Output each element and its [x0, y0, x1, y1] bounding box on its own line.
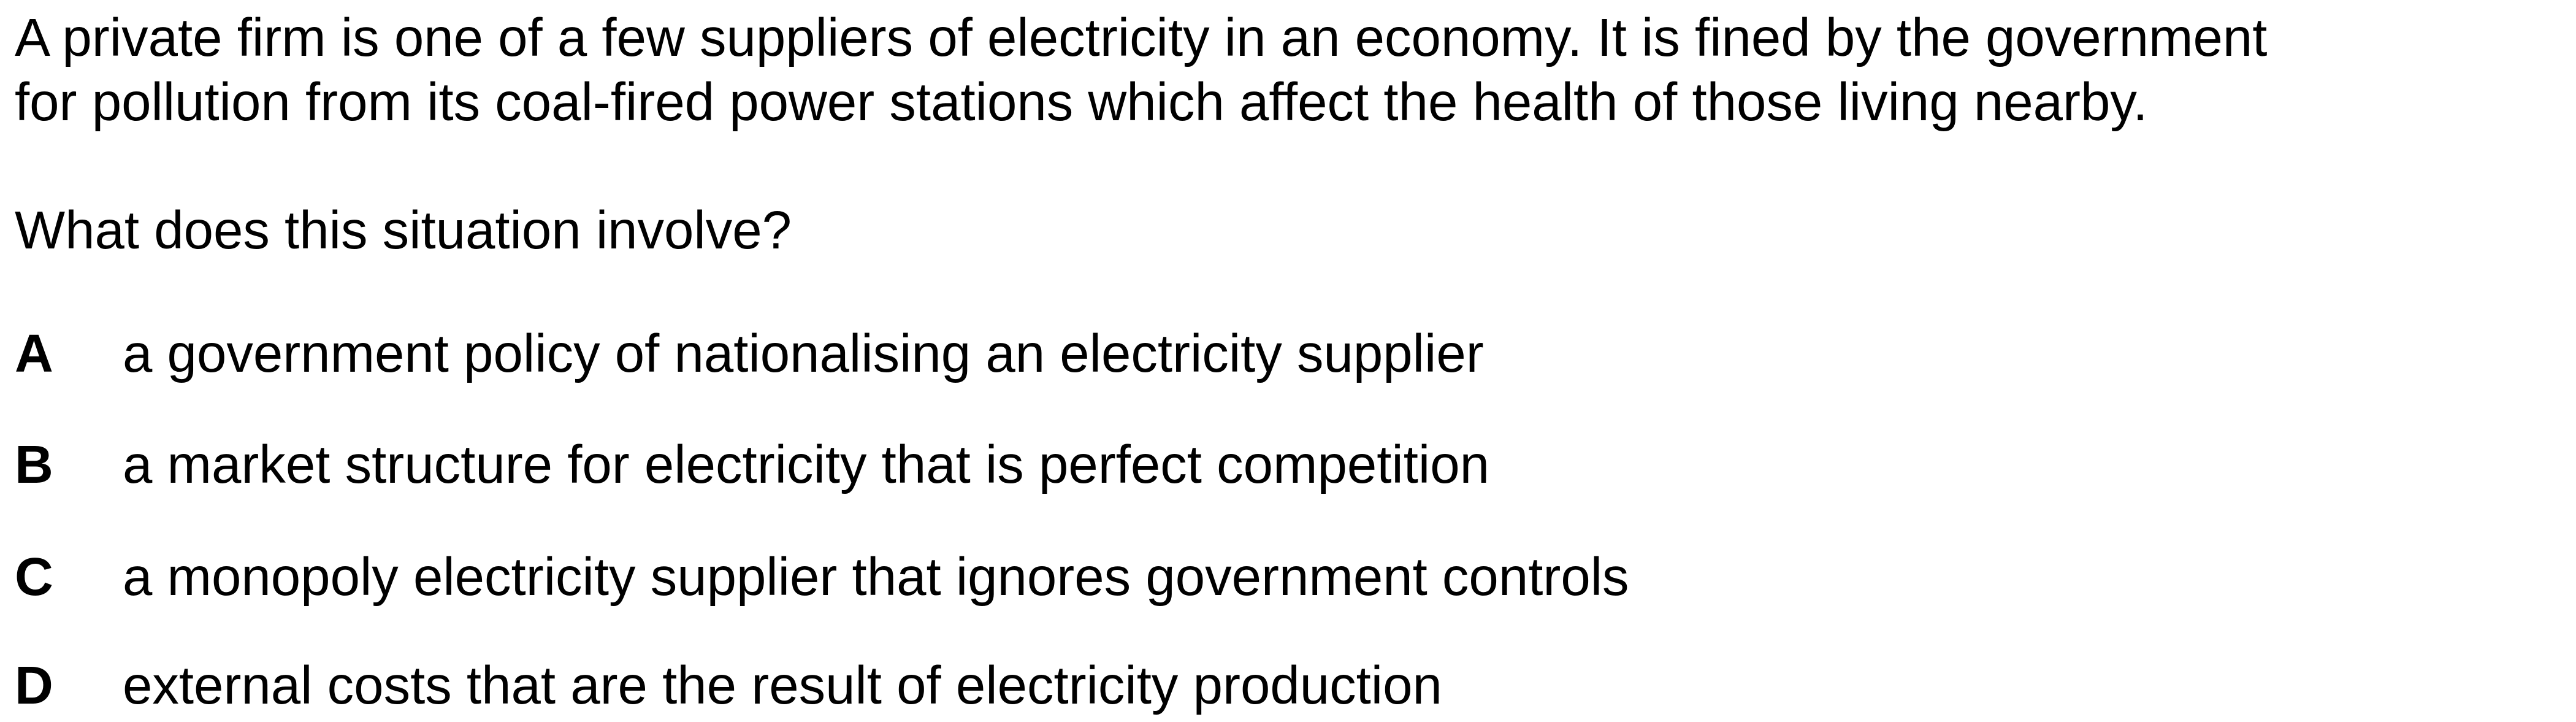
- stem-line-2: for pollution from its coal-fired power …: [15, 72, 2148, 132]
- option-text: a market structure for electricity that …: [123, 435, 1489, 494]
- option-letter: B: [15, 435, 53, 494]
- option-text: a government policy of nationalising an …: [123, 324, 1484, 383]
- option-text: a monopoly electricity supplier that ign…: [123, 547, 1629, 607]
- option-letter: A: [15, 324, 53, 383]
- question-prompt: What does this situation involve?: [15, 201, 792, 260]
- option-letter: D: [15, 656, 53, 715]
- stem-line-1: A private firm is one of a few suppliers…: [15, 8, 2268, 67]
- option-text: external costs that are the result of el…: [123, 656, 1442, 715]
- option-letter: C: [15, 547, 53, 607]
